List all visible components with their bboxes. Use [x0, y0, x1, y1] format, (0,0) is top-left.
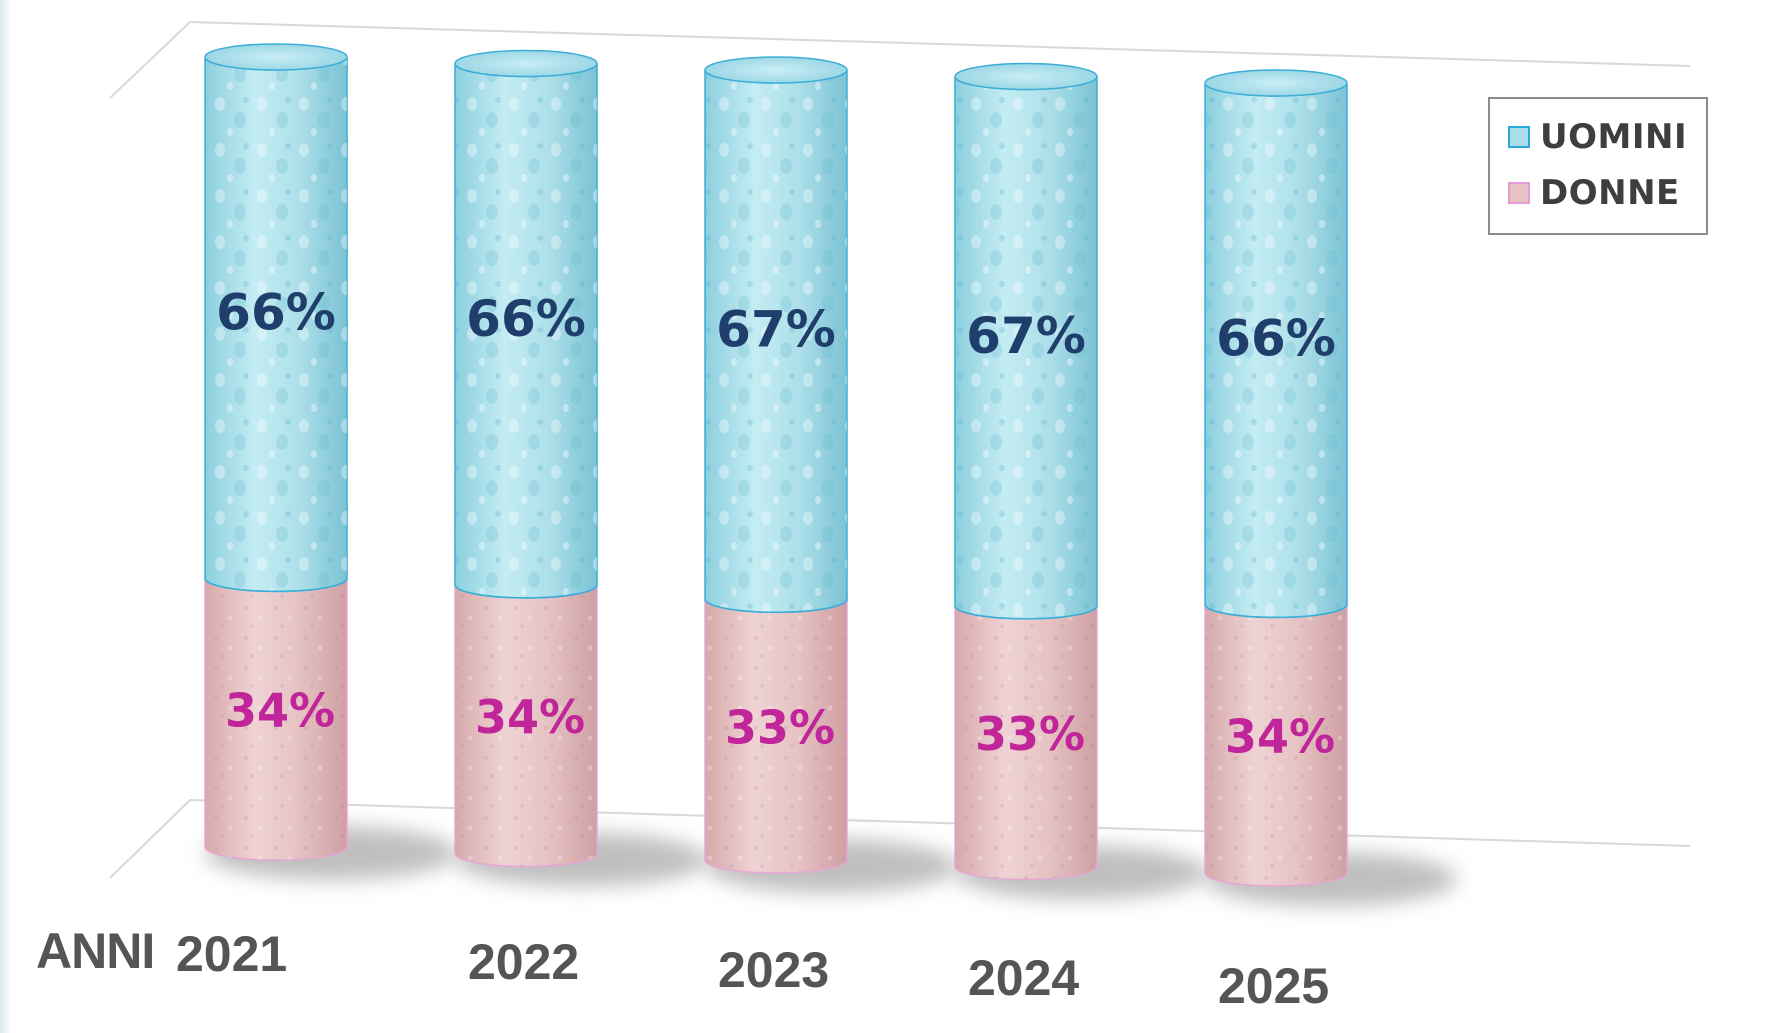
x-tick-label-2023: 2023 — [718, 942, 830, 998]
legend-label-uomini: UOMINI — [1540, 117, 1688, 157]
bar-donne-texture-2022 — [455, 584, 597, 867]
data-label-donne-2025: 34% — [1225, 710, 1335, 764]
x-axis-title: ANNI — [36, 923, 155, 979]
data-label-uomini-2022: 66% — [466, 290, 586, 348]
frame-back-left-top — [109, 21, 191, 99]
bar-top-cap-2024 — [954, 62, 1098, 91]
data-label-uomini-2025: 66% — [1216, 310, 1336, 368]
frame-back-top — [189, 21, 1691, 67]
bar-uomini-texture-2025 — [1205, 83, 1347, 618]
bar-donne-texture-2023 — [705, 599, 847, 873]
data-label-donne-2022: 34% — [475, 690, 585, 744]
bar-donne-texture-2021 — [205, 578, 347, 860]
x-tick-label-2025: 2025 — [1218, 958, 1330, 1014]
legend-swatch-donne — [1508, 182, 1530, 204]
bar-uomini-texture-2024 — [955, 76, 1097, 619]
bars-group: 66% 34% 66% 34% 67% 33% 67% 33% 66% 34% — [204, 43, 1457, 906]
bar-donne-texture-2024 — [955, 605, 1097, 880]
bar-top-cap-2025 — [1204, 69, 1348, 97]
data-label-uomini-2024: 67% — [966, 307, 1086, 365]
data-label-uomini-2021: 66% — [216, 284, 336, 342]
bar-top-cap-2021 — [204, 43, 348, 71]
bar-seam-2024 — [954, 605, 1098, 620]
bar-donne-texture-2025 — [1205, 604, 1347, 886]
x-tick-label-2021: 2021 — [176, 926, 288, 982]
plot-frame — [109, 21, 1691, 879]
legend-item-uomini: UOMINI — [1508, 117, 1687, 157]
data-label-donne-2023: 33% — [725, 701, 835, 755]
legend-swatch-uomini — [1508, 126, 1530, 148]
bar-top-cap-2022 — [454, 49, 598, 78]
frame-floor-left — [109, 799, 191, 879]
bar-uomini-texture-2022 — [455, 63, 597, 598]
bar-seam-2023 — [704, 599, 848, 614]
data-label-uomini-2023: 67% — [716, 301, 836, 359]
bar-uomini-texture-2023 — [705, 70, 847, 613]
bar-uomini-texture-2021 — [205, 57, 347, 592]
x-tick-label-2022: 2022 — [468, 934, 580, 990]
bar-seam-2021 — [204, 578, 348, 593]
bar-seam-2025 — [1204, 604, 1348, 619]
bar-top-cap-2023 — [704, 56, 848, 84]
data-label-donne-2021: 34% — [225, 684, 335, 738]
x-tick-label-2024: 2024 — [968, 950, 1080, 1006]
left-edge-decoration — [0, 0, 12, 1033]
frame-floor-back — [189, 799, 1691, 847]
bar-seam-2022 — [454, 584, 598, 599]
legend-item-donne: DONNE — [1508, 173, 1680, 213]
legend-label-donne: DONNE — [1540, 173, 1680, 213]
data-label-donne-2024: 33% — [975, 707, 1085, 761]
legend: UOMINI DONNE — [1488, 97, 1708, 235]
